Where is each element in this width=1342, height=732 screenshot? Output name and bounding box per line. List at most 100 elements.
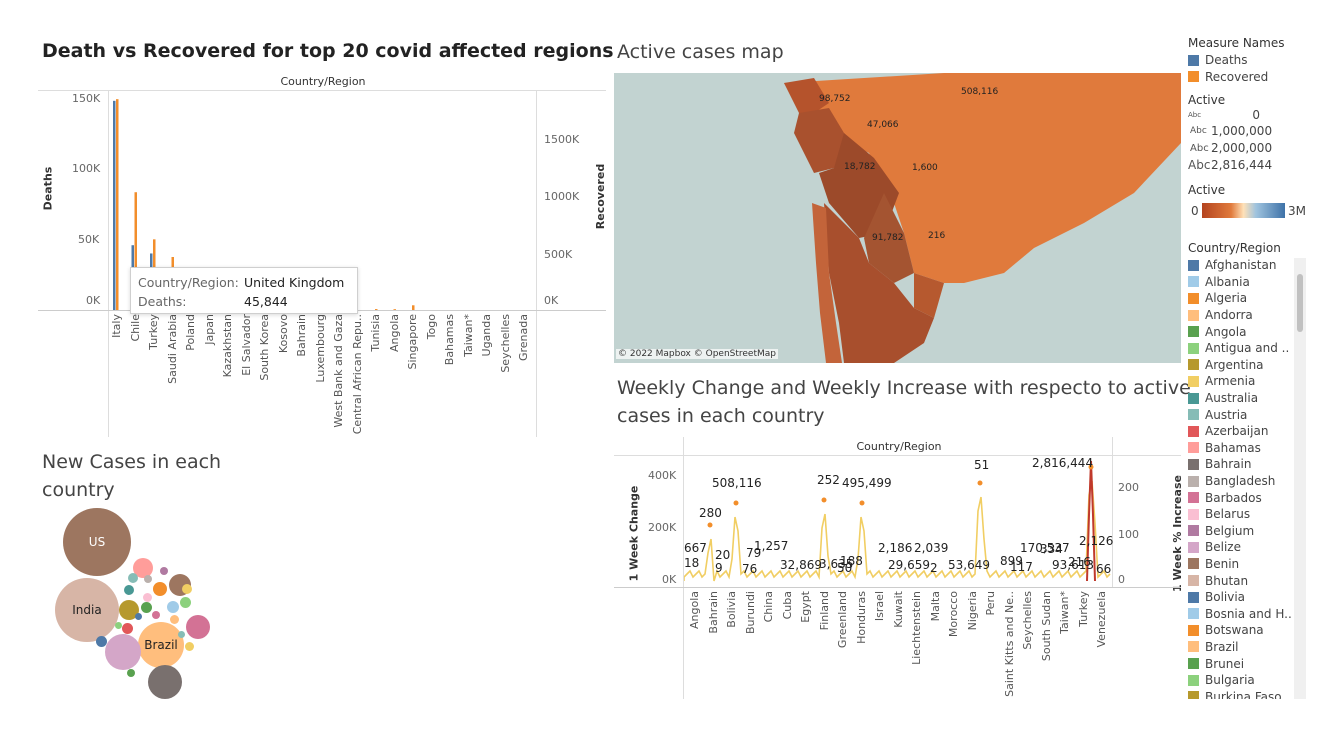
country-legend-item[interactable]: Austria <box>1188 406 1298 423</box>
bubble-country[interactable] <box>128 573 138 583</box>
legend-label: Barbados <box>1205 490 1262 505</box>
deaths-recovered-chart[interactable]: Country/Region Deaths Recovered 150K 100… <box>38 72 607 437</box>
active-color-legend[interactable]: Active 0 3M <box>1188 183 1313 224</box>
country-legend-item[interactable]: Angola <box>1188 323 1298 340</box>
country-legend-item[interactable]: Brazil <box>1188 639 1298 656</box>
country-legend[interactable]: Country/Region Afghanistan Albania Algeria… <box>1188 241 1298 699</box>
bubble-us[interactable]: US <box>63 508 131 576</box>
country-legend-item[interactable]: Bolivia <box>1188 589 1298 606</box>
bubble-country[interactable] <box>143 593 152 602</box>
bubble-country[interactable] <box>178 631 185 638</box>
bubble-country[interactable] <box>105 634 141 670</box>
bubble-country[interactable] <box>167 601 179 613</box>
bar-x-tick-label: Chile <box>128 314 142 342</box>
recovered-bar[interactable] <box>375 309 378 310</box>
country-legend-item[interactable]: Antigua and .. <box>1188 340 1298 357</box>
country-legend-item[interactable]: Argentina <box>1188 357 1298 374</box>
recovered-bar[interactable] <box>134 192 138 310</box>
weekly-title-line2: cases in each country <box>617 405 825 427</box>
measure-names-legend[interactable]: Measure Names Deaths Recovered <box>1188 36 1300 85</box>
bubble-brazil[interactable]: Brazil <box>138 622 184 668</box>
bubble-country[interactable] <box>170 615 179 624</box>
bubble-country[interactable] <box>96 636 107 647</box>
country-legend-item[interactable]: Benin <box>1188 556 1298 573</box>
scrollbar-thumb[interactable] <box>1297 274 1303 332</box>
country-legend-item[interactable]: Barbados <box>1188 489 1298 506</box>
country-legend-item[interactable]: Bahamas <box>1188 440 1298 457</box>
size-abc: Abc <box>1188 158 1211 172</box>
bubble-country[interactable] <box>180 597 191 608</box>
country-legend-item[interactable]: Armenia <box>1188 373 1298 390</box>
country-legend-item[interactable]: Andorra <box>1188 307 1298 324</box>
recovered-bar[interactable] <box>412 305 415 310</box>
bubble-country[interactable] <box>141 602 152 613</box>
country-legend-item[interactable]: Azerbaijan <box>1188 423 1298 440</box>
bubble-country[interactable] <box>119 600 139 620</box>
bubble-country[interactable] <box>133 558 153 578</box>
country-legend-item[interactable]: Bosnia and H.. <box>1188 605 1298 622</box>
bubble-country[interactable] <box>115 622 122 629</box>
country-legend-item[interactable]: Burkina Faso <box>1188 688 1298 699</box>
country-legend-item[interactable]: Brunei <box>1188 655 1298 672</box>
legend-swatch <box>1188 541 1199 553</box>
line-x-tick-label: China <box>762 591 775 623</box>
measure-legend-item[interactable]: Deaths <box>1188 52 1300 69</box>
country-legend-item[interactable]: Australia <box>1188 390 1298 407</box>
bubble-country[interactable] <box>127 669 135 677</box>
line-x-tick-label: Angola <box>688 591 701 630</box>
weekly-change-chart[interactable]: Country/Region 1 Week Change 1 Week % In… <box>614 437 1184 699</box>
deaths-bar[interactable] <box>113 100 116 311</box>
recovered-bar[interactable] <box>116 99 119 310</box>
line-point[interactable] <box>977 480 983 486</box>
week-change-line[interactable] <box>684 480 1111 582</box>
country-legend-item[interactable]: Albania <box>1188 274 1298 291</box>
country-legend-item[interactable]: Bulgaria <box>1188 672 1298 689</box>
bubble-country[interactable] <box>182 584 192 594</box>
country-legend-item[interactable]: Bahrain <box>1188 456 1298 473</box>
line-plot-area[interactable] <box>684 455 1112 588</box>
line-point[interactable] <box>1088 464 1094 470</box>
bubble-country[interactable] <box>186 615 210 639</box>
country-legend-item[interactable]: Bangladesh <box>1188 473 1298 490</box>
recovered-tick: 0K <box>544 294 559 307</box>
bubble-country[interactable] <box>153 582 167 596</box>
country-legend-item[interactable]: Afghanistan <box>1188 257 1298 274</box>
line-value-label: 29,659 <box>888 558 930 572</box>
bubble-country[interactable] <box>148 665 182 699</box>
line-value-label: 495,499 <box>842 476 892 490</box>
active-cases-map[interactable]: 98,752 508,116 47,066 18,782 1,600 91,78… <box>614 73 1181 363</box>
week-increase-line[interactable] <box>1086 460 1096 582</box>
line-point[interactable] <box>821 497 827 503</box>
legend-label: Deaths <box>1205 53 1248 68</box>
recovered-tick: 1000K <box>544 190 580 203</box>
recovered-bar[interactable] <box>393 309 397 310</box>
country-legend-item[interactable]: Bhutan <box>1188 572 1298 589</box>
active-size-legend[interactable]: Active Abc 0 Abc 1,000,000 Abc 2,000,000… <box>1188 93 1300 175</box>
line-point[interactable] <box>733 500 739 506</box>
legend-label: Andorra <box>1205 308 1253 323</box>
bubble-india[interactable]: India <box>55 578 119 642</box>
bubble-country[interactable] <box>152 611 160 619</box>
country-legend-item[interactable]: Belarus <box>1188 506 1298 523</box>
bubble-country[interactable] <box>122 623 133 634</box>
map-shapes[interactable] <box>614 73 1181 363</box>
country-legend-item[interactable]: Belgium <box>1188 523 1298 540</box>
legend-swatch <box>1188 525 1199 537</box>
measure-legend-item[interactable]: Recovered <box>1188 69 1300 86</box>
country-legend-scrollbar[interactable] <box>1294 258 1306 699</box>
bubble-country[interactable] <box>124 585 134 595</box>
line-value-label: 252 <box>817 473 840 487</box>
line-point[interactable] <box>707 522 713 528</box>
bubble-country[interactable] <box>185 642 194 651</box>
bar-x-tick-label: Japan <box>202 314 216 345</box>
bubble-country[interactable] <box>135 613 142 620</box>
bubble-country[interactable] <box>144 575 152 583</box>
country-legend-item[interactable]: Belize <box>1188 539 1298 556</box>
country-legend-item[interactable]: Botswana <box>1188 622 1298 639</box>
new-cases-bubble-chart[interactable]: US India Brazil <box>40 505 220 705</box>
line-x-tick-label: Israel <box>873 591 886 622</box>
bubble-country[interactable] <box>160 567 168 575</box>
map-attribution[interactable]: © 2022 Mapbox © OpenStreetMap <box>616 349 778 359</box>
country-legend-item[interactable]: Algeria <box>1188 290 1298 307</box>
line-point[interactable] <box>859 500 865 506</box>
